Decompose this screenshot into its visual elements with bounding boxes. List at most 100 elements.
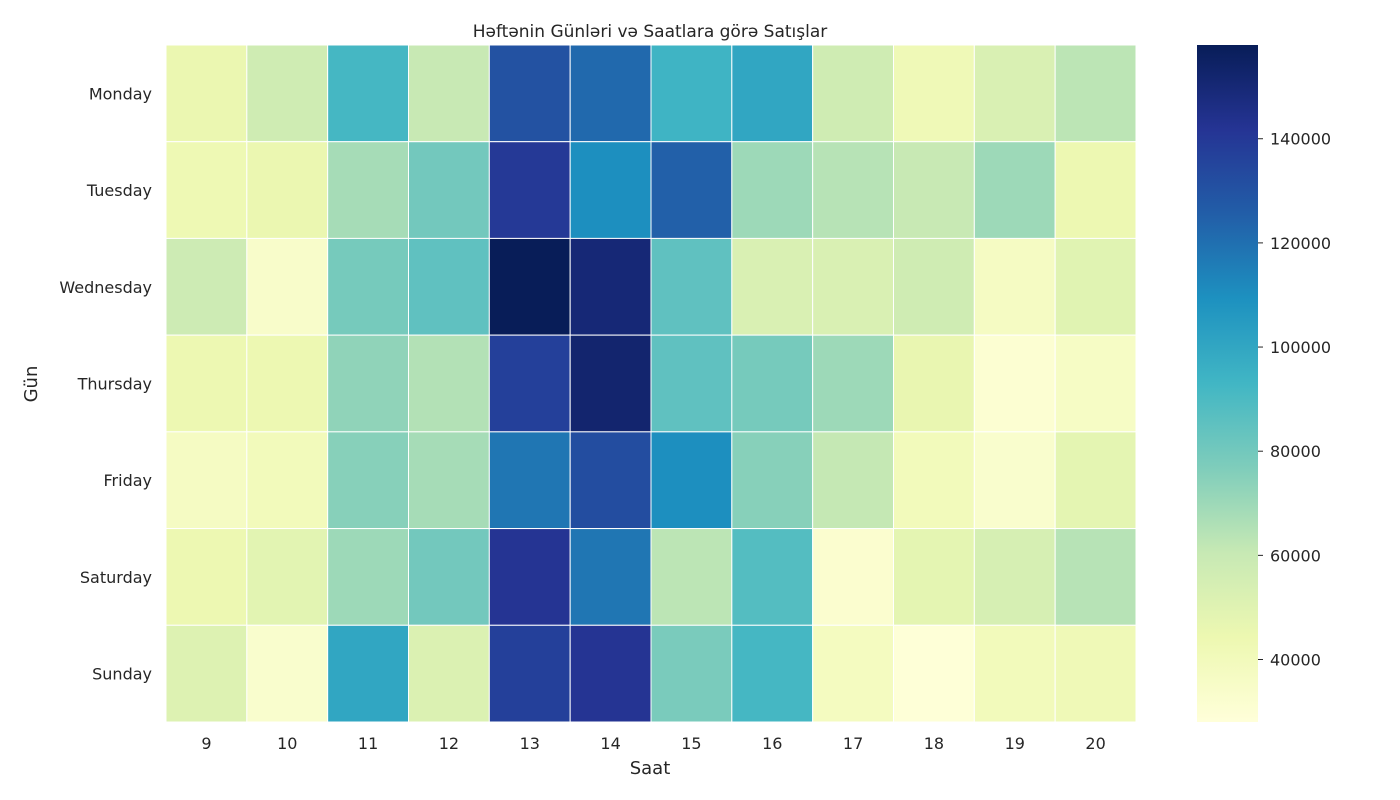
heatmap-cells bbox=[165, 44, 1137, 723]
heatmap-cell bbox=[812, 334, 895, 433]
heatmap-cell bbox=[812, 528, 895, 626]
heatmap-cell bbox=[650, 528, 733, 626]
heatmap-cell bbox=[408, 528, 490, 626]
heatmap-cell bbox=[893, 624, 975, 723]
heatmap-cell bbox=[812, 431, 895, 530]
heatmap-cell bbox=[246, 237, 329, 336]
x-tick-label: 9 bbox=[201, 734, 211, 753]
heatmap-cell bbox=[246, 431, 329, 530]
heatmap-cell bbox=[812, 624, 895, 723]
heatmap-cell bbox=[246, 334, 329, 433]
y-tick-label: Friday bbox=[104, 471, 153, 490]
heatmap-cell bbox=[973, 237, 1056, 336]
heatmap-cell bbox=[731, 237, 814, 336]
colorbar-tick-label: 140000 bbox=[1270, 130, 1331, 149]
heatmap-cell bbox=[165, 528, 248, 626]
heatmap-cell bbox=[1054, 528, 1137, 626]
colorbar-ticks: 40000 60000 80000 100000 120000 140000 bbox=[1258, 130, 1331, 670]
heatmap-cell bbox=[408, 141, 490, 239]
heatmap-cell bbox=[893, 431, 975, 530]
heatmap-cell bbox=[731, 44, 814, 143]
heatmap-cell bbox=[893, 334, 975, 433]
heatmap-cell bbox=[650, 624, 733, 723]
x-tick-label: 18 bbox=[924, 734, 944, 753]
x-tick-labels: 9 10 11 12 13 14 15 16 17 18 19 20 bbox=[201, 734, 1105, 753]
heatmap-cell bbox=[812, 141, 895, 239]
heatmap-cell bbox=[1054, 334, 1137, 433]
heatmap-cell bbox=[1054, 141, 1137, 239]
heatmap-cell bbox=[569, 237, 652, 336]
colorbar-tick-label: 80000 bbox=[1270, 442, 1321, 461]
heatmap-cell bbox=[327, 237, 409, 336]
heatmap-cell bbox=[246, 624, 329, 723]
heatmap-cell bbox=[650, 334, 733, 433]
heatmap-cell bbox=[731, 334, 814, 433]
heatmap-cell bbox=[650, 431, 733, 530]
heatmap-cell bbox=[165, 237, 248, 336]
heatmap-cell bbox=[165, 431, 248, 530]
heatmap-cell bbox=[973, 334, 1056, 433]
y-tick-label: Monday bbox=[89, 84, 152, 103]
y-tick-label: Tuesday bbox=[86, 181, 152, 200]
heatmap-cell bbox=[246, 44, 329, 143]
heatmap-cell bbox=[246, 528, 329, 626]
heatmap-cell bbox=[973, 528, 1056, 626]
heatmap-cell bbox=[408, 44, 490, 143]
x-tick-label: 10 bbox=[277, 734, 297, 753]
x-tick-label: 17 bbox=[843, 734, 863, 753]
heatmap-cell bbox=[973, 141, 1056, 239]
heatmap-cell bbox=[1054, 44, 1137, 143]
heatmap-cell bbox=[731, 141, 814, 239]
heatmap-cell bbox=[569, 431, 652, 530]
heatmap-cell bbox=[812, 237, 895, 336]
colorbar bbox=[1197, 45, 1258, 722]
heatmap-cell bbox=[569, 44, 652, 143]
heatmap-cell bbox=[327, 141, 409, 239]
heatmap-cell bbox=[973, 44, 1056, 143]
heatmap-cell bbox=[1054, 431, 1137, 530]
colorbar-tick-label: 100000 bbox=[1270, 338, 1331, 357]
heatmap-cell bbox=[165, 334, 248, 433]
heatmap-cell bbox=[408, 334, 490, 433]
heatmap-cell bbox=[1054, 237, 1137, 336]
x-tick-label: 16 bbox=[762, 734, 782, 753]
y-tick-label: Thursday bbox=[77, 375, 152, 394]
colorbar-tick-label: 40000 bbox=[1270, 651, 1321, 670]
heatmap-cell bbox=[731, 528, 814, 626]
heatmap-cell bbox=[569, 528, 652, 626]
colorbar-tick-label: 60000 bbox=[1270, 546, 1321, 565]
heatmap-cell bbox=[650, 237, 733, 336]
x-tick-label: 15 bbox=[681, 734, 701, 753]
heatmap-cell bbox=[488, 431, 571, 530]
y-tick-labels: Monday Tuesday Wednesday Thursday Friday Satu… bbox=[59, 84, 152, 683]
heatmap-cell bbox=[327, 334, 409, 433]
heatmap-cell bbox=[165, 141, 248, 239]
heatmap-cell bbox=[246, 141, 329, 239]
heatmap-cell bbox=[488, 528, 571, 626]
x-tick-label: 14 bbox=[600, 734, 620, 753]
heatmap-cell bbox=[327, 44, 409, 143]
heatmap-cell bbox=[731, 624, 814, 723]
y-tick-label: Wednesday bbox=[59, 278, 152, 297]
heatmap-cell bbox=[488, 334, 571, 433]
heatmap-cell bbox=[408, 624, 490, 723]
heatmap-cell bbox=[327, 624, 409, 723]
y-axis-label: Gün bbox=[21, 366, 42, 403]
y-tick-label: Sunday bbox=[92, 665, 152, 684]
x-tick-label: 13 bbox=[520, 734, 540, 753]
y-tick-label: Saturday bbox=[80, 568, 152, 587]
heatmap-cell bbox=[893, 44, 975, 143]
heatmap-cell bbox=[893, 141, 975, 239]
heatmap-cell bbox=[973, 624, 1056, 723]
heatmap-cell bbox=[893, 528, 975, 626]
heatmap-cell bbox=[893, 237, 975, 336]
heatmap-cell bbox=[165, 44, 248, 143]
heatmap-cell bbox=[973, 431, 1056, 530]
x-tick-label: 20 bbox=[1085, 734, 1105, 753]
heatmap-cell bbox=[165, 624, 248, 723]
heatmap-cell bbox=[408, 431, 490, 530]
heatmap-cell bbox=[488, 44, 571, 143]
colorbar-tick-label: 120000 bbox=[1270, 234, 1331, 253]
x-tick-label: 11 bbox=[358, 734, 378, 753]
